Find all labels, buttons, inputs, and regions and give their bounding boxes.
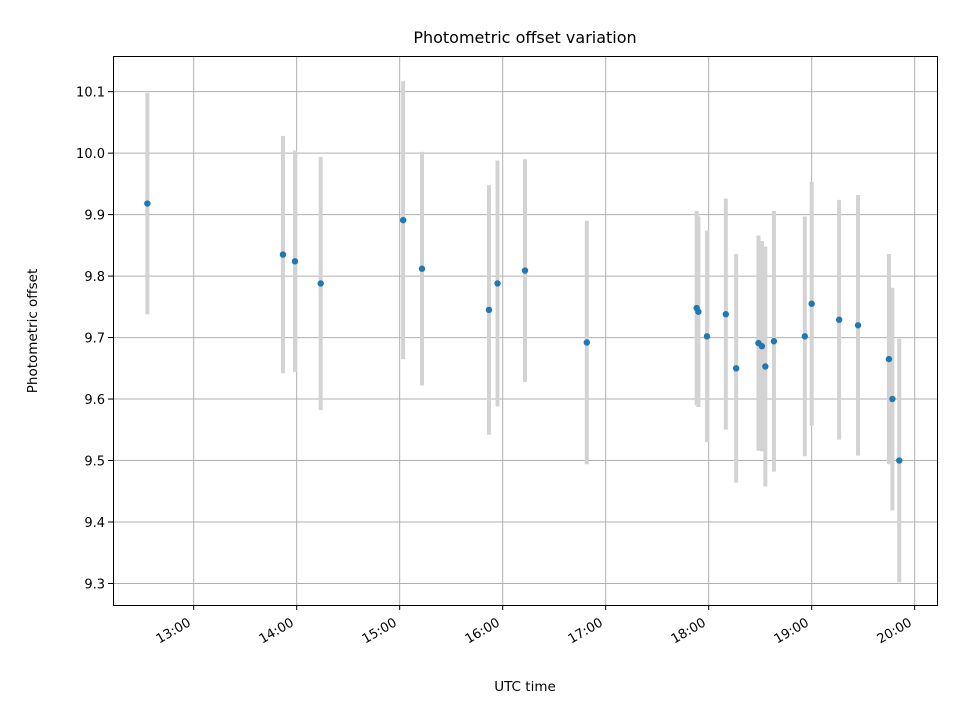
data-point	[758, 342, 766, 350]
y-tick-label: 9.6	[84, 393, 105, 408]
data-point	[835, 316, 843, 323]
data-point	[485, 306, 493, 314]
data-point	[144, 200, 151, 207]
data-point	[695, 308, 702, 315]
data-point	[722, 311, 730, 318]
data-point	[889, 395, 896, 403]
y-axis-label: Photometric offset	[25, 269, 41, 393]
y-tick-label: 9.3	[84, 577, 105, 592]
data-point	[399, 216, 407, 224]
data-point	[703, 333, 711, 340]
data-point	[770, 338, 778, 345]
data-point	[854, 322, 862, 329]
y-tick-label: 9.5	[84, 455, 105, 470]
data-point	[494, 280, 501, 287]
data-point	[808, 300, 815, 307]
plot-frame	[113, 56, 938, 606]
data-point	[762, 363, 769, 370]
data-point	[885, 355, 893, 363]
y-axis-ticks: 9.3 9.4 9.5 9.6 9.7 9.8 9.9 10.0 10.1	[76, 86, 113, 592]
data-point	[732, 365, 740, 372]
data-point	[521, 267, 529, 274]
data-point	[317, 280, 324, 287]
data-point	[896, 457, 903, 464]
data-point	[279, 251, 287, 258]
y-tick-label: 9.9	[84, 209, 105, 224]
x-axis-label: UTC time	[494, 679, 556, 695]
data-point	[801, 333, 809, 340]
data-points	[144, 200, 903, 464]
y-tick-label: 10.0	[76, 147, 105, 162]
chart-title: Photometric offset variation	[413, 28, 636, 47]
y-tick-label: 9.7	[84, 332, 105, 347]
y-tick-label: 10.1	[76, 86, 105, 101]
y-tick-label: 9.4	[84, 516, 105, 531]
data-point	[291, 258, 299, 265]
y-tick-label: 9.8	[84, 270, 105, 285]
data-point	[418, 265, 426, 272]
data-point	[583, 339, 590, 346]
